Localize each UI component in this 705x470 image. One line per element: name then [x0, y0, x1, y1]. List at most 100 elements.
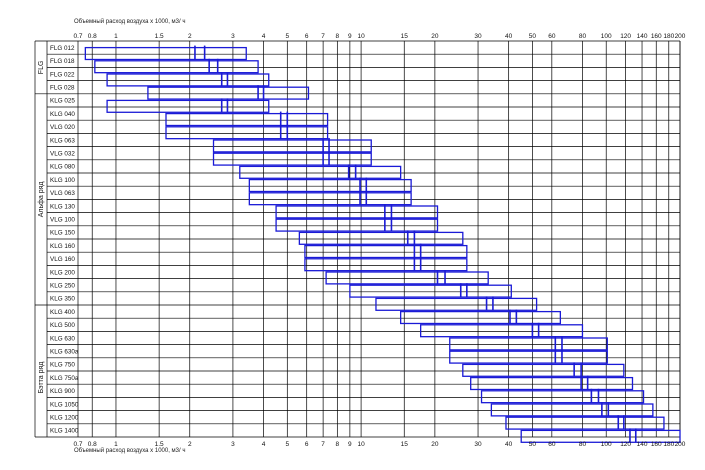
x-tick-label-top: 30	[474, 33, 482, 40]
x-tick-label-top: 1.5	[155, 33, 164, 40]
range-bar	[212, 152, 372, 166]
row-label: KLG 100	[50, 177, 75, 184]
x-tick-label-bottom: 6	[305, 441, 309, 448]
row-label: KLG 130	[50, 203, 75, 210]
x-tick-label-bottom: 20	[431, 441, 439, 448]
x-tick-label-bottom: 0.8	[88, 441, 97, 448]
row-label: KLG 630	[50, 335, 75, 342]
row-label: KLG 160	[50, 243, 75, 250]
x-tick-label-top: 160	[651, 33, 662, 40]
x-tick-label-bottom: 1.5	[155, 441, 164, 448]
x-tick-label-top: 6	[305, 33, 309, 40]
x-tick-label-top: 15	[401, 33, 409, 40]
x-tick-label-bottom: 40	[505, 441, 513, 448]
range-bar	[490, 403, 654, 417]
x-tick-label-top: 40	[505, 33, 513, 40]
x-tick-label-top: 0.7	[73, 33, 82, 40]
row-label: KLG 630a	[50, 349, 79, 356]
x-tick-label-top: 0.8	[88, 33, 97, 40]
x-tick-label-top: 8	[336, 33, 340, 40]
row-label: FLG 012	[50, 45, 75, 52]
x-tick-label-top: 200	[675, 33, 686, 40]
range-bar	[399, 310, 562, 325]
range-bar	[212, 139, 372, 153]
x-tick-label-top: 100	[601, 33, 612, 40]
x-tick-label-top: 180	[663, 33, 674, 40]
x-tick-label-top: 5	[285, 33, 289, 40]
range-bar	[480, 390, 645, 404]
range-bar	[248, 192, 412, 206]
x-tick-label-bottom: 8	[336, 441, 340, 448]
row-label: FLG 022	[50, 71, 75, 78]
range-bar	[275, 205, 439, 219]
row-label: KLG 750	[50, 362, 75, 369]
range-bar	[165, 112, 329, 127]
group-label: Альфа ряд	[38, 182, 45, 218]
grid-layer	[34, 40, 681, 438]
x-tick-label-top: 120	[620, 33, 631, 40]
x-tick-label-bottom: 2	[188, 441, 192, 448]
range-bar	[470, 376, 634, 391]
row-label: KLG 1400	[50, 428, 79, 435]
range-bar	[275, 218, 439, 232]
range-bar	[462, 363, 625, 377]
x-tick-label-bottom: 60	[548, 441, 556, 448]
range-bar	[420, 324, 584, 338]
range-bar	[298, 231, 464, 245]
x-tick-label-top: 9	[348, 33, 352, 40]
row-label: KLG 025	[50, 98, 75, 105]
row-label: KLG 900	[50, 388, 75, 395]
row-label: VLG 032	[50, 151, 75, 158]
row-label: KLG 080	[50, 164, 75, 171]
range-bar	[84, 46, 247, 61]
group-label: FLG	[38, 61, 45, 75]
range-bar	[248, 178, 412, 193]
x-tick-label-bottom: 7	[321, 441, 325, 448]
x-tick-label-bottom: 30	[474, 441, 482, 448]
x-tick-label-top: 80	[579, 33, 587, 40]
range-bar	[375, 297, 538, 311]
x-tick-label-top: 20	[431, 33, 439, 40]
x-tick-label-bottom: 50	[529, 441, 537, 448]
x-tick-label-top: 50	[529, 33, 537, 40]
range-bar	[106, 73, 270, 87]
x-axis-title-bottom: Объемный расход воздуха x 1000, м3/ ч	[74, 448, 186, 454]
row-label: FLG 028	[50, 85, 75, 92]
x-tick-label-bottom: 180	[663, 441, 674, 448]
x-tick-label-bottom: 9	[348, 441, 352, 448]
x-tick-label-top: 4	[262, 33, 266, 40]
range-bar	[304, 244, 468, 259]
x-tick-label-bottom: 10	[357, 441, 365, 448]
range-bar	[505, 416, 665, 430]
x-tick-label-bottom: 200	[675, 441, 686, 448]
x-tick-label-bottom: 160	[651, 441, 662, 448]
row-label: KLG 400	[50, 309, 75, 316]
range-bar	[449, 337, 608, 351]
row-label: KLG 040	[50, 111, 75, 118]
x-tick-label-top: 1	[114, 33, 118, 40]
label-layer: 0.7 0.7 0.8 0.8 1 1 1.5 1.5 2 2 3 3 4 4 5 5 6 6 7 7 8 8 9 9 10 10…	[38, 33, 686, 448]
x-tick-label-top: 60	[548, 33, 556, 40]
x-axis-title-top: Объемный расход воздуха x 1000, м3/ ч	[74, 19, 186, 25]
x-tick-label-bottom: 5	[285, 441, 289, 448]
x-tick-label-bottom: 0.7	[73, 441, 82, 448]
row-label: KLG 063	[50, 137, 75, 144]
range-bar	[106, 99, 270, 113]
range-bar	[147, 86, 310, 100]
row-label: KLG 750a	[50, 375, 79, 382]
bar-layer	[84, 45, 681, 443]
x-tick-label-bottom: 15	[401, 441, 409, 448]
x-tick-label-bottom: 1	[114, 441, 118, 448]
range-bar	[349, 284, 512, 298]
row-label: VLG 100	[50, 217, 75, 224]
x-tick-label-bottom: 3	[231, 441, 235, 448]
x-tick-label-top: 140	[637, 33, 648, 40]
x-tick-label-bottom: 120	[620, 441, 631, 448]
row-label: KLG 500	[50, 322, 75, 329]
x-tick-label-bottom: 100	[601, 441, 612, 448]
row-label: KLG 150	[50, 230, 75, 237]
row-label: KLG 200	[50, 269, 75, 276]
row-label: KLG 350	[50, 296, 75, 303]
x-tick-label-top: 3	[231, 33, 235, 40]
